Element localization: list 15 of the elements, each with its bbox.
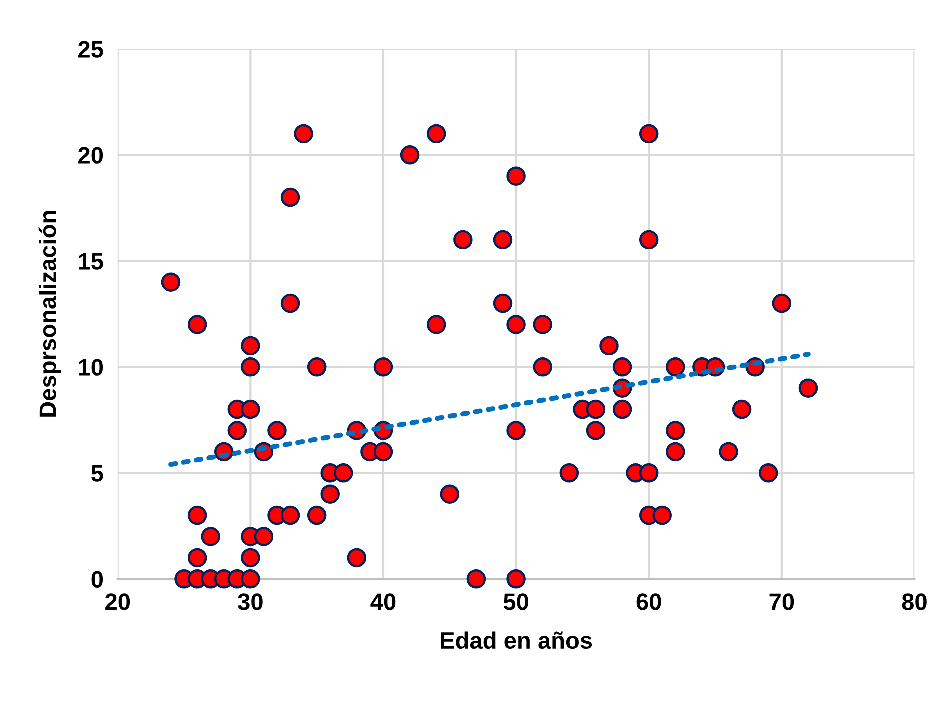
x-tick-label: 60 (636, 594, 662, 610)
x-tick-label: 50 (504, 594, 528, 610)
y-tick-label: 25 (78, 41, 104, 58)
x-tick-label: 40 (370, 594, 396, 610)
y-tick-label: 20 (78, 147, 104, 164)
y-tick-label: 5 (92, 465, 104, 482)
y-tick-label: 10 (79, 359, 104, 376)
x-axis-title: Edad en años (441, 632, 592, 650)
y-tick-label: 15 (79, 253, 104, 270)
y-tick-label: 0 (92, 571, 104, 588)
x-tick-label: 70 (770, 594, 794, 610)
y-axis-title: Desprsonalización (38, 211, 62, 417)
x-tick-label: 20 (106, 594, 130, 610)
x-tick-label: 30 (238, 594, 263, 610)
x-tick-label: 80 (902, 594, 927, 610)
